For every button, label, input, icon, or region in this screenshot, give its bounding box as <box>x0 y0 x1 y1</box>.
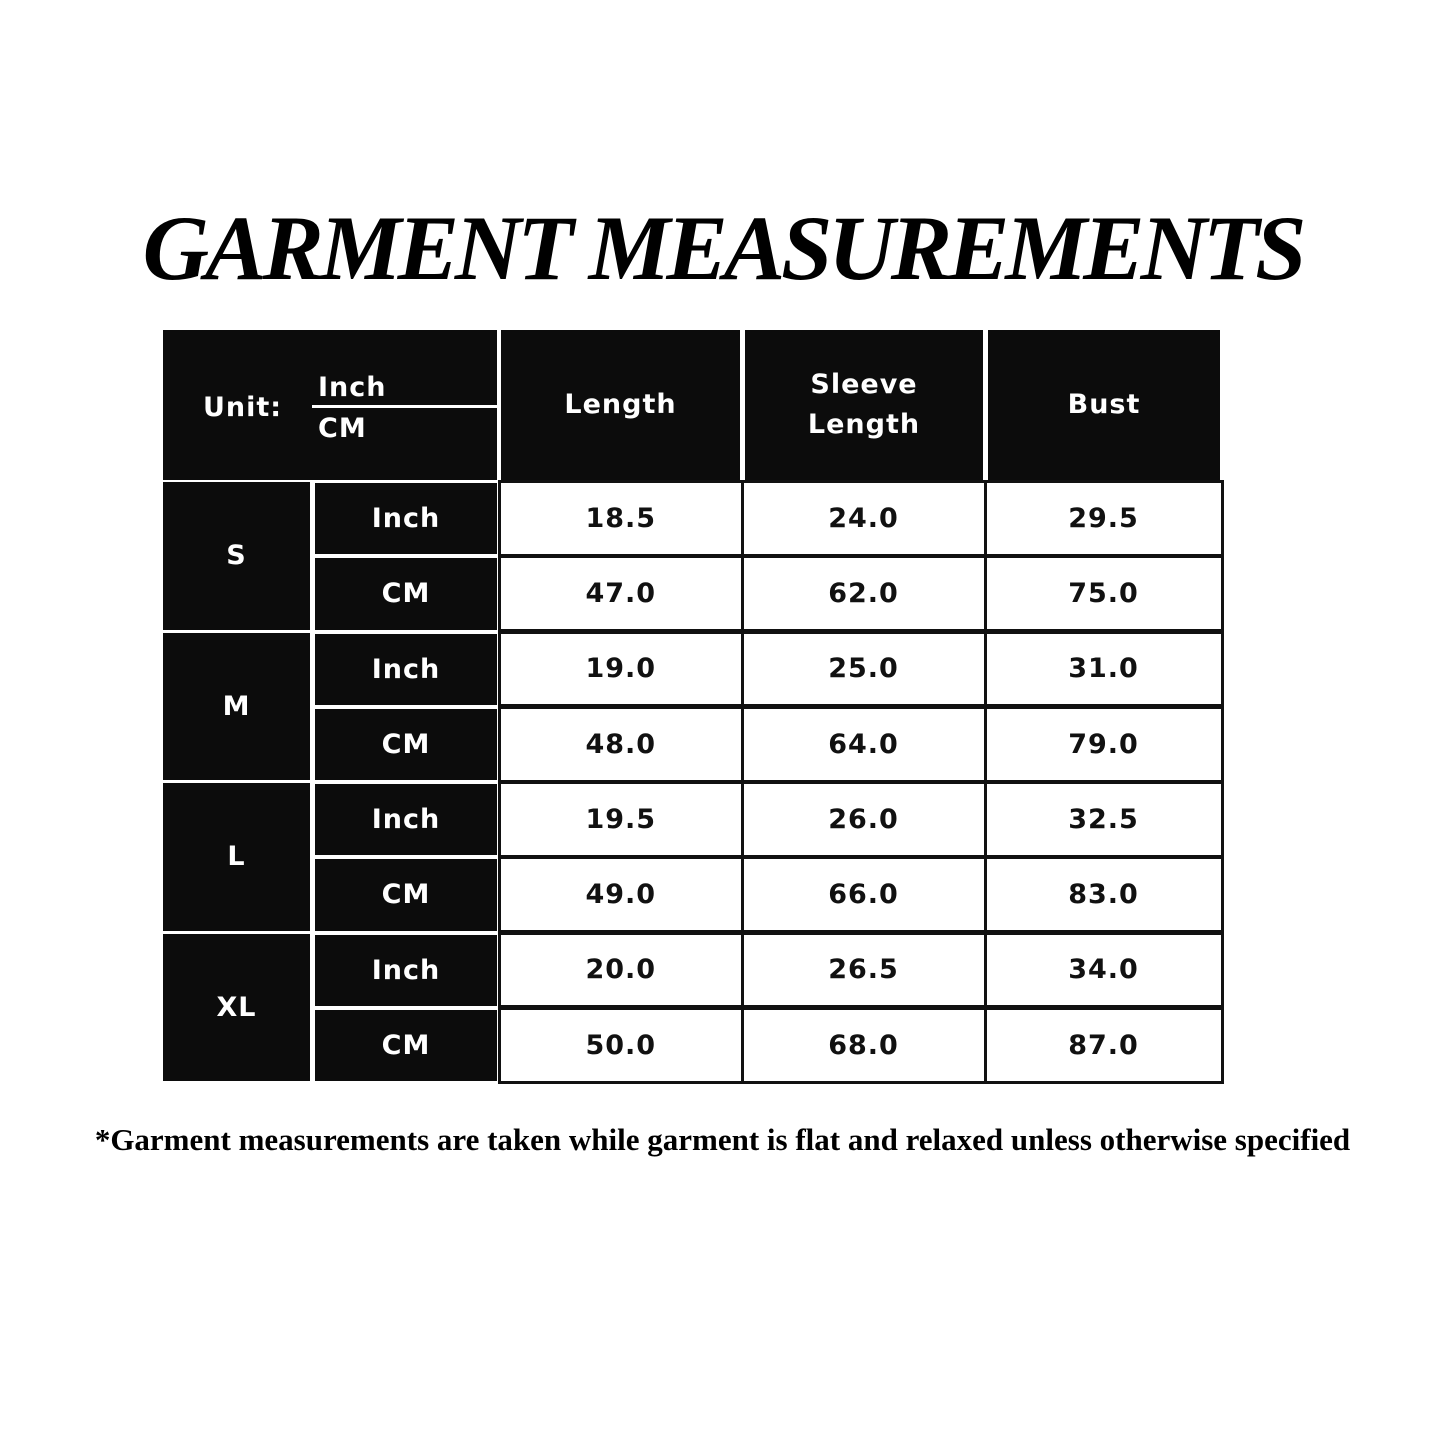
measurement-cell: 26.5 <box>740 931 987 1009</box>
unit-label: CM <box>315 1009 497 1081</box>
title: GARMENT MEASUREMENTS <box>142 197 1307 299</box>
size-label: S <box>163 482 310 630</box>
measurement-cell: 48.0 <box>498 705 744 783</box>
measurement-cell: 62.0 <box>740 555 987 632</box>
unit-label: Unit: <box>202 392 283 423</box>
measurement-cell: 26.0 <box>740 781 987 858</box>
unit-label: Inch <box>315 483 497 555</box>
unit-bottom: CM <box>318 412 367 444</box>
measurement-cell: 79.0 <box>983 705 1224 783</box>
measurement-cell: 19.0 <box>498 630 744 708</box>
measurement-cell: 49.0 <box>498 856 744 933</box>
measurement-cell: 83.0 <box>983 856 1224 933</box>
measurement-cell: 18.5 <box>498 480 744 557</box>
column-header: Bust <box>988 330 1220 480</box>
unit-label: CM <box>315 708 497 780</box>
unit-label: Inch <box>315 784 497 856</box>
measurement-cell: 50.0 <box>498 1006 744 1084</box>
measurement-cell: 29.5 <box>983 480 1224 557</box>
measurement-cell: 68.0 <box>740 1006 987 1084</box>
unit-label: Inch <box>315 934 497 1006</box>
size-label: L <box>163 783 310 931</box>
measurement-cell: 47.0 <box>498 555 744 632</box>
column-header: Length <box>501 330 740 480</box>
measurement-cell: 66.0 <box>740 856 987 933</box>
unit-divider <box>312 405 497 408</box>
unit-top: Inch <box>318 371 387 403</box>
measurement-cell: 31.0 <box>983 630 1224 708</box>
footnote: *Garment measurements are taken while ga… <box>94 1122 1351 1157</box>
column-header: Sleeve Length <box>745 330 983 480</box>
size-label: M <box>163 632 310 780</box>
measurement-cell: 75.0 <box>983 555 1224 632</box>
measurement-cell: 34.0 <box>983 931 1224 1009</box>
measurement-cell: 19.5 <box>498 781 744 858</box>
measurement-cell: 24.0 <box>740 480 987 557</box>
measurement-cell: 87.0 <box>983 1006 1224 1084</box>
size-label: XL <box>163 933 310 1081</box>
unit-label: CM <box>315 558 497 630</box>
measurement-cell: 64.0 <box>740 705 987 783</box>
measurement-cell: 20.0 <box>498 931 744 1009</box>
unit-label: CM <box>315 859 497 931</box>
measurement-cell: 32.5 <box>983 781 1224 858</box>
unit-label: Inch <box>315 633 497 705</box>
measurement-cell: 25.0 <box>740 630 987 708</box>
